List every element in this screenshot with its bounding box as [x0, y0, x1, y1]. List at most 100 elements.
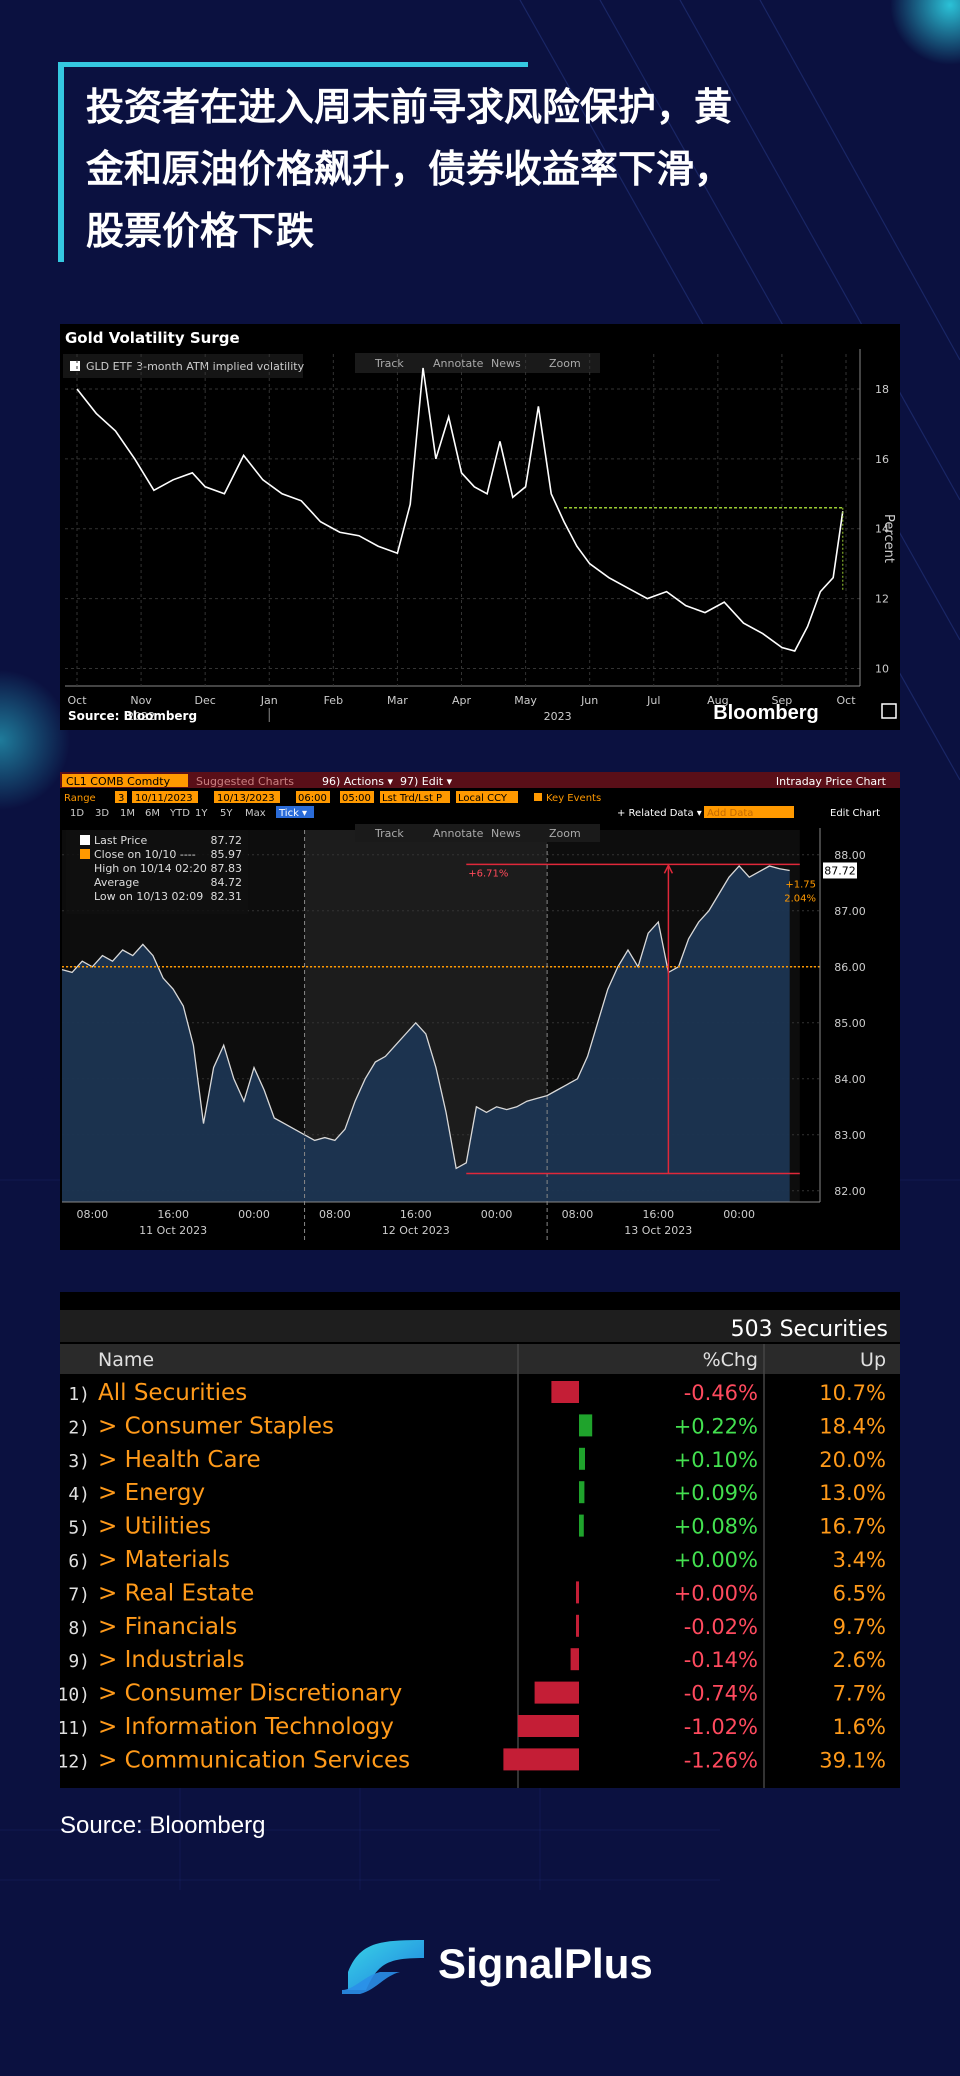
bloomberg-chart-icon	[881, 703, 897, 719]
chart1-xtick-label: Jun	[580, 694, 598, 707]
row-up: 7.7%	[833, 1682, 886, 1706]
chart1-year-label: 2023	[544, 710, 572, 723]
table-row[interactable]: 7) > Real Estate +0.00% 6.5%	[68, 1580, 886, 1606]
table-row[interactable]: 4) > Energy +0.09% 13.0%	[68, 1480, 886, 1506]
chart1-tool-annotate[interactable]: Annotate	[433, 357, 484, 370]
chart2-ytick-label: 87.00	[834, 905, 866, 918]
chart1-legend-box	[63, 354, 303, 378]
chart2-tool-news[interactable]: News	[491, 827, 521, 840]
chart2-legend-value: 87.72	[211, 834, 243, 847]
chart2-xtick-label: 08:00	[76, 1208, 108, 1221]
chart2-range-num[interactable]: 3	[118, 793, 124, 804]
chart1-legend-label: GLD ETF 3-month ATM implied volatility	[86, 360, 305, 373]
chart2-xtick-label: 16:00	[400, 1208, 432, 1221]
row-up: 20.0%	[819, 1448, 886, 1472]
row-bar	[517, 1715, 579, 1737]
row-bar	[576, 1581, 579, 1604]
header-up[interactable]: Up	[860, 1349, 886, 1371]
chart1-tool-zoom[interactable]: Zoom	[549, 357, 581, 370]
row-up: 6.5%	[833, 1581, 886, 1605]
title-accent-bar	[58, 62, 528, 67]
chart2-add-data[interactable]: Add Data	[707, 808, 753, 819]
chart1-xtick-label: Nov	[130, 694, 152, 707]
chart2-legend-value: 82.31	[211, 890, 243, 903]
row-bar	[579, 1514, 584, 1537]
row-up: 3.4%	[833, 1548, 886, 1572]
chart2-tool-annotate[interactable]: Annotate	[433, 827, 484, 840]
chart2-period-max[interactable]: Max	[245, 808, 266, 819]
chart2-date-to[interactable]: 10/13/2023	[217, 793, 275, 804]
table-row[interactable]: 10) > Consumer Discretionary -0.74% 7.7%	[57, 1681, 886, 1707]
row-chg: +0.08%	[674, 1515, 758, 1539]
chart2-tool-zoom[interactable]: Zoom	[549, 827, 581, 840]
headline-line-1: 投资者在进入周末前寻求风险保护，黄	[86, 85, 733, 129]
chart2-period-3d[interactable]: 3D	[95, 808, 109, 819]
table-row[interactable]: 6) > Materials +0.00% 3.4%	[68, 1547, 886, 1573]
chart2-legend-label: Last Price	[94, 834, 147, 847]
chart2-edit-chart[interactable]: Edit Chart	[830, 808, 880, 819]
chart2-suggested: Suggested Charts	[196, 775, 294, 788]
row-name: > Materials	[98, 1547, 230, 1573]
table-row[interactable]: 5) > Utilities +0.08% 16.7%	[68, 1514, 886, 1540]
row-chg: +0.00%	[674, 1581, 758, 1605]
chart2-legend-label: High on 10/14 02:20	[94, 862, 207, 875]
row-chg: +0.10%	[674, 1448, 758, 1472]
chart2-xtick-label: 00:00	[481, 1208, 513, 1221]
chart1-xtick-label: Oct	[67, 694, 87, 707]
chart1-ytick-label: 14	[875, 523, 889, 536]
table-row[interactable]: 11) > Information Technology -1.02% 1.6%	[57, 1714, 886, 1740]
chart2-time-to[interactable]: 05:00	[342, 793, 371, 804]
row-number: 3)	[68, 1451, 90, 1472]
table-row[interactable]: 8) > Financials -0.02% 9.7%	[68, 1614, 886, 1640]
row-chg: -0.74%	[684, 1682, 758, 1706]
chart2-period-ytd[interactable]: YTD	[169, 808, 190, 819]
chart2-period-1m[interactable]: 1M	[120, 808, 135, 819]
crude-intraday-chart: CL1 COMB Comdty Suggested Charts 96) Act…	[60, 772, 900, 1242]
chart2-xtick-label: 00:00	[723, 1208, 755, 1221]
row-up: 39.1%	[819, 1748, 886, 1772]
chart1-tool-track[interactable]: Track	[374, 357, 404, 370]
chart2-related-data[interactable]: + Related Data ▾	[617, 808, 702, 819]
row-name: > Real Estate	[98, 1580, 254, 1606]
crude-intraday-chart-panel: CL1 COMB Comdty Suggested Charts 96) Act…	[60, 772, 900, 1250]
chart2-mode[interactable]: Lst Trd/Lst P	[382, 793, 442, 804]
chart2-tick-select[interactable]: Tick ▾	[278, 808, 307, 819]
chart1-xtick-label: Dec	[195, 694, 216, 707]
chart2-period-6m[interactable]: 6M	[145, 808, 160, 819]
chart2-actions-menu[interactable]: 96) Actions ▾	[322, 775, 393, 788]
chart1-ylabel: Percent	[881, 514, 896, 563]
chart2-tool-track[interactable]: Track	[374, 827, 404, 840]
chart2-period-5y[interactable]: 5Y	[220, 808, 233, 819]
table-row[interactable]: 12) > Communication Services -1.26% 39.1%	[57, 1747, 886, 1773]
chart2-ticker: CL1 COMB Comdty	[66, 775, 171, 788]
table-row[interactable]: 9) > Industrials -0.14% 2.6%	[68, 1647, 886, 1673]
chart2-date-from[interactable]: 10/11/2023	[135, 793, 193, 804]
chart2-range-arrowhead	[663, 863, 674, 874]
chart2-time-from[interactable]: 06:00	[298, 793, 327, 804]
header-chg[interactable]: %Chg	[703, 1349, 758, 1371]
headline: 投资者在进入周末前寻求风险保护，黄 金和原油价格飙升，债券收益率下滑， 股票价格…	[86, 76, 946, 262]
row-bar	[570, 1648, 579, 1671]
table-row[interactable]: 1) All Securities -0.46% 10.7%	[68, 1380, 886, 1406]
row-number: 9)	[68, 1651, 90, 1672]
row-number: 10)	[60, 1685, 90, 1706]
sector-table-panel: 503 Securities Name %Chg Up 1) All Securi…	[57, 1292, 900, 1788]
chart2-period-1d[interactable]: 1D	[70, 808, 84, 819]
chart2-legend-box	[66, 830, 248, 914]
chart2-key-events[interactable]: Key Events	[546, 793, 601, 804]
row-name: > Communication Services	[98, 1747, 410, 1773]
chart1-tool-news[interactable]: News	[491, 357, 521, 370]
row-number: 11)	[60, 1718, 90, 1739]
gold-volatility-chart: Gold Volatility Surge GLD ETF 3-month AT…	[63, 329, 897, 724]
table-row[interactable]: 2) > Consumer Staples +0.22% 18.4%	[68, 1413, 886, 1439]
chart2-period-1y[interactable]: 1Y	[195, 808, 208, 819]
table-row[interactable]: 3) > Health Care +0.10% 20.0%	[68, 1447, 886, 1473]
row-name: > Consumer Staples	[98, 1413, 334, 1439]
row-chg: +0.09%	[674, 1481, 758, 1505]
row-up: 18.4%	[819, 1414, 886, 1438]
chart2-legend-value: 87.83	[211, 862, 243, 875]
chart2-change-pct: 2.04%	[784, 894, 816, 905]
header-name[interactable]: Name	[98, 1349, 154, 1371]
chart2-edit-menu[interactable]: 97) Edit ▾	[400, 775, 453, 788]
chart2-ccy[interactable]: Local CCY	[458, 793, 508, 804]
